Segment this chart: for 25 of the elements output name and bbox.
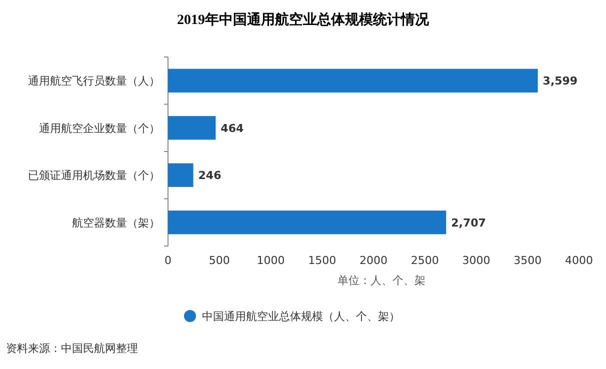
x-tick-label: 3500 — [514, 254, 542, 267]
bar — [168, 116, 216, 140]
text: 资料来源：中国民航网整理 — [6, 342, 138, 355]
chart-title: 2019年中国通用航空业总体规模统计情况 — [177, 11, 430, 28]
data-label: 2,707 — [451, 216, 486, 230]
y-tick-label: 通用航空企业数量（个） — [39, 122, 160, 135]
x-tick-label: 4000 — [565, 254, 593, 267]
x-axis-title: 单位：人、个、架 — [338, 274, 426, 287]
data-label: 3,599 — [542, 74, 578, 88]
x-tick-label: 1000 — [256, 254, 285, 267]
x-tick-label: 2000 — [360, 254, 388, 267]
bar — [168, 210, 446, 234]
x-tick-label: 500 — [208, 254, 230, 267]
y-tick-label: 已颁证通用机场数量（个） — [28, 169, 160, 182]
x-tick-label: 1500 — [308, 254, 336, 267]
legend-label: 中国通用航空业总体规模（人、个、架） — [202, 310, 400, 323]
x-tick-label: 0 — [164, 254, 172, 267]
x-tick-label: 2500 — [410, 254, 439, 267]
data-label: 246 — [198, 169, 222, 182]
y-tick-label: 航空器数量（架） — [72, 216, 160, 230]
y-tick-label: 通用航空飞行员数量（人） — [28, 74, 160, 88]
data-label: 464 — [220, 122, 244, 135]
bar — [168, 163, 194, 187]
bar — [168, 68, 538, 92]
x-tick-label: 3000 — [462, 254, 490, 267]
